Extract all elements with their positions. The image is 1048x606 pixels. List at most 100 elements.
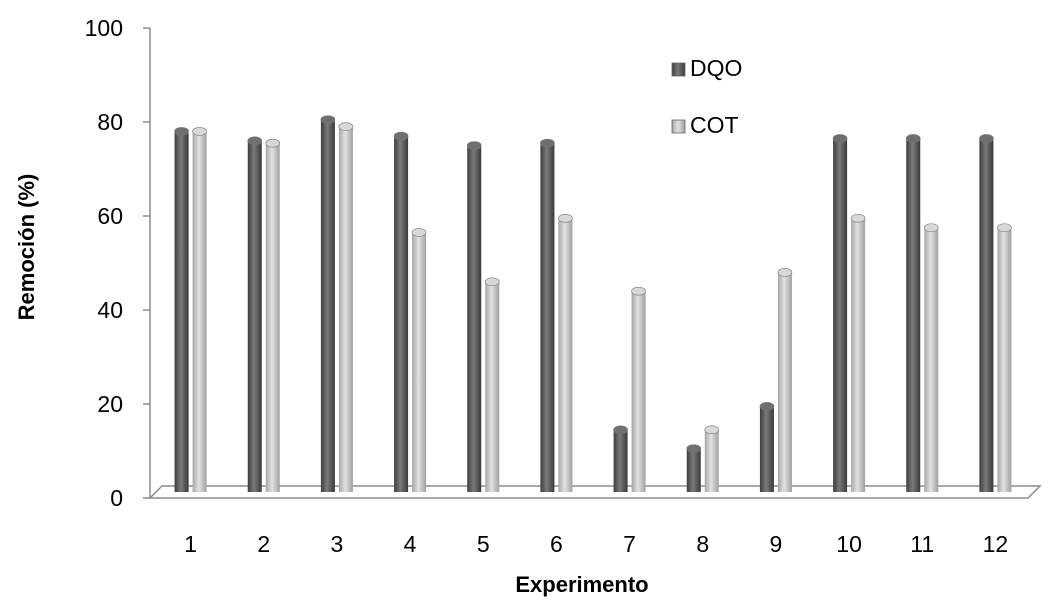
bar-cot [558,214,573,492]
bar-cot-body [851,218,866,492]
bar-cot-cap [997,223,1012,233]
x-tick-label: 10 [836,531,862,557]
legend-item-dqo: DQO [671,55,742,81]
floor-plane [148,485,1042,499]
bar-dqo-body [394,136,409,492]
bar-dqo [174,127,189,492]
bar-cot-cap [631,286,646,296]
bar-dqo-cap [686,444,702,453]
bar-cot-body [265,143,280,492]
chart-floor [148,485,1042,499]
bar-dqo [979,134,994,492]
x-tick-label: 1 [184,531,197,557]
bar-dqo [540,138,555,492]
bar-dqo-body [320,119,335,493]
bar-dqo-body [247,140,262,493]
x-tick-label: 6 [550,531,563,557]
y-tick-label: 60 [97,203,123,229]
bar-cot-cap [484,277,500,287]
y-axis-title: Remoción (%) [14,174,39,321]
bar-cot-body [338,126,353,492]
bar-dqo-body [467,145,482,492]
bar-cot [411,228,427,492]
y-tick-label: 20 [97,391,123,417]
bar-cot-cap [777,268,793,277]
bar-cot-body [631,291,646,492]
bar-cot-body [997,227,1012,492]
bar-cot [338,122,354,492]
bar-cot-cap [265,138,281,148]
x-tick-labels: 1 2 3 4 5 6 7 8 9 10 11 12 [184,531,1008,557]
bar-cot-body [558,218,573,492]
legend-item-cot: COT [671,112,739,138]
bar-cot [265,138,281,492]
bar-dqo-cap [393,131,409,141]
bar-cot [777,268,793,492]
bar-cot-cap [923,223,939,233]
bar-dqo-body [759,406,774,492]
bar-cot [631,286,646,492]
x-tick-label: 5 [477,531,490,557]
x-tick-label: 8 [696,531,709,557]
bar-dqo [393,131,409,492]
bar-cot-body [924,227,939,492]
bar-cot [997,223,1012,492]
bars [174,115,1012,493]
bar-cot-body [704,429,719,492]
bar-dqo-cap [247,136,263,146]
bar-dqo-body [686,448,701,492]
x-tick-label: 3 [331,531,344,557]
x-axis-title: Experimento [515,572,648,597]
bar-dqo-body [833,138,848,492]
legend-item-cot-swatch [671,119,686,134]
bar-dqo-body [906,138,921,492]
bar-dqo [686,444,702,492]
bar-dqo-cap [979,134,994,143]
bar-dqo [613,425,628,492]
bar-dqo-cap [613,425,628,435]
y-tick-labels: 0 20 40 60 80 100 [85,15,150,511]
bar-dqo-cap [466,141,482,150]
bar-cot [850,214,866,492]
bar-dqo-cap [320,115,336,124]
bar-cot [192,127,207,492]
bar-dqo-cap [759,402,775,411]
bar-dqo-body [979,138,994,492]
bar-dqo-body [613,429,628,492]
bar-dqo-cap [174,127,189,136]
bar-cot [484,277,500,492]
bar-cot-body [777,272,792,492]
x-tick-label: 12 [983,531,1009,557]
bar-dqo [466,141,482,492]
bar-dqo-body [174,131,189,492]
legend-item-cot-label: COT [690,112,739,138]
legend-item-dqo-label: DQO [690,55,742,81]
bar-dqo-cap [832,134,848,143]
bar-dqo-cap [905,134,921,143]
bar-dqo [759,402,775,492]
bar-cot [923,223,939,492]
y-tick-label: 40 [97,297,123,323]
bar-dqo-cap [540,138,555,148]
bar-cot-cap [558,214,573,223]
bar-cot-body [412,232,427,492]
bar-cot-cap [850,214,866,223]
y-tick-label: 80 [97,109,123,135]
bar-cot [704,425,720,492]
legend-item-dqo-swatch [671,62,686,77]
x-tick-label: 9 [770,531,783,557]
bar-dqo [247,136,263,493]
y-tick-label: 100 [85,15,123,41]
bar-cot-body [485,281,500,492]
bar-dqo-body [540,143,555,492]
x-tick-label: 2 [257,531,270,557]
bar-dqo [905,134,921,492]
bar-cot-cap [192,127,207,136]
bar-cot-cap [411,228,427,237]
x-tick-label: 11 [910,531,934,557]
x-tick-label: 4 [404,531,417,557]
x-tick-label: 7 [623,531,636,557]
legend: DQO COT [671,55,742,138]
bar-cot-body [192,131,207,492]
